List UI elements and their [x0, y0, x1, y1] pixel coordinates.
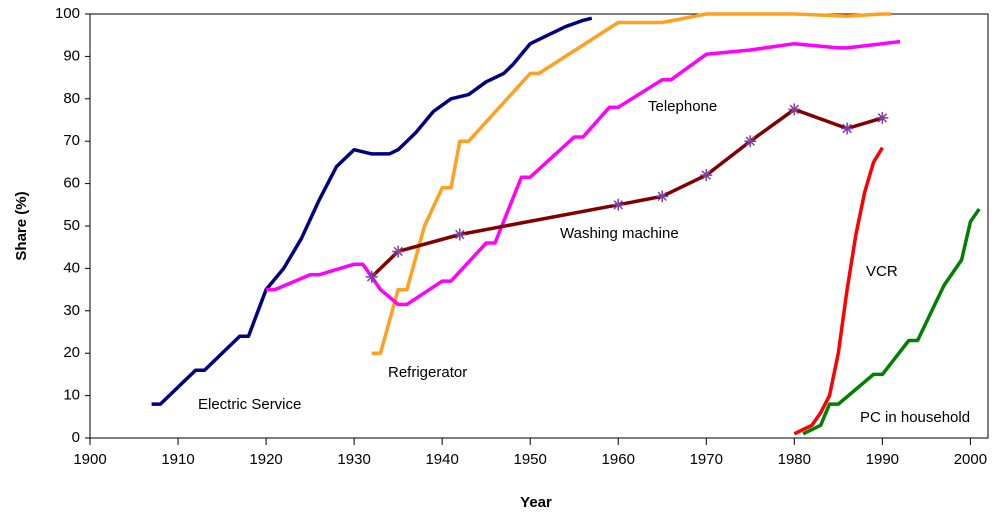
- point-marker: [788, 103, 801, 116]
- y-tick-label: 60: [63, 175, 80, 192]
- x-axis-title: Year: [520, 494, 552, 511]
- y-tick-label: 40: [63, 259, 80, 276]
- x-tick-label: 1910: [161, 451, 194, 468]
- series-label: VCR: [866, 263, 898, 280]
- series-label: Telephone: [648, 98, 717, 115]
- x-tick-label: 1950: [514, 451, 547, 468]
- point-marker: [700, 169, 713, 182]
- y-tick-label: 100: [55, 5, 80, 22]
- x-tick-label: 2000: [954, 451, 987, 468]
- point-marker: [453, 228, 466, 241]
- plot-frame: [89, 13, 989, 439]
- x-tick-label: 1930: [337, 451, 370, 468]
- y-tick-label: 50: [63, 217, 80, 234]
- y-tick-label: 10: [63, 387, 80, 404]
- point-marker: [656, 190, 669, 203]
- y-tick-label: 80: [63, 90, 80, 107]
- y-axis-title: Share (%): [13, 191, 30, 260]
- series-label: Electric Service: [198, 396, 301, 413]
- x-tick-label: 1920: [249, 451, 282, 468]
- series-line: [370, 107, 883, 279]
- point-marker: [365, 270, 378, 283]
- series-label: Washing machine: [560, 225, 679, 242]
- y-tick-label: 20: [63, 344, 80, 361]
- point-marker: [612, 198, 625, 211]
- y-tick-label: 30: [63, 302, 80, 319]
- x-tick-label: 1990: [866, 451, 899, 468]
- y-tick-label: 90: [63, 47, 80, 64]
- series-label: PC in household: [860, 409, 970, 426]
- series-line: [266, 39, 901, 307]
- point-marker: [744, 135, 757, 148]
- x-tick-label: 1940: [425, 451, 458, 468]
- point-marker: [392, 245, 405, 258]
- y-tick-label: 0: [72, 429, 80, 446]
- x-tick-label: 1960: [602, 451, 635, 468]
- x-tick-label: 1900: [73, 451, 106, 468]
- x-tick-label: 1970: [690, 451, 723, 468]
- series-line: [371, 12, 892, 355]
- point-marker: [876, 111, 889, 124]
- series-line: [793, 146, 884, 436]
- series-line: [802, 208, 981, 436]
- y-tick-label: 70: [63, 132, 80, 149]
- series-line: [151, 16, 593, 406]
- x-tick-label: 1980: [778, 451, 811, 468]
- point-marker: [841, 122, 854, 135]
- series-label: Refrigerator: [388, 364, 467, 381]
